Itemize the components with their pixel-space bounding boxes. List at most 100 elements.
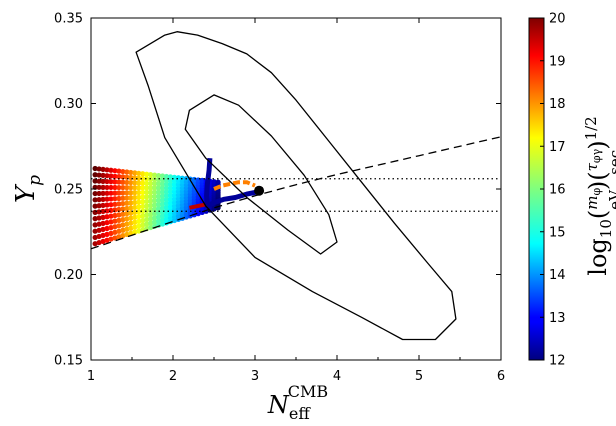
scatter-point xyxy=(116,234,122,240)
y-axis-title-main: Y xyxy=(11,183,41,203)
scatter-point xyxy=(159,185,166,191)
contour-outer xyxy=(135,31,457,341)
scatter-point xyxy=(112,173,118,179)
scatter-point xyxy=(140,194,146,200)
scatter-point xyxy=(144,185,150,191)
scatter-point xyxy=(128,169,134,176)
x-axis-ticks: 1 2 3 4 5 6 xyxy=(87,18,505,384)
scatter-point xyxy=(108,196,114,202)
x-axis-title-main: N xyxy=(267,391,290,419)
scatter-point xyxy=(92,228,98,234)
scatter-point xyxy=(136,223,142,229)
endpoint-marker xyxy=(254,185,265,196)
scatter-point xyxy=(152,206,158,212)
scatter-point xyxy=(163,181,170,187)
x-tick-label: 4 xyxy=(333,369,341,384)
scatter-point xyxy=(136,204,142,210)
scatter-point xyxy=(159,213,166,219)
colorbar-label-m-sub: φ xyxy=(590,188,603,196)
scatter-point xyxy=(136,194,142,200)
scatter-point xyxy=(152,210,158,217)
scatter-point xyxy=(152,185,158,191)
scatter-point xyxy=(159,193,166,199)
scatter-point xyxy=(152,202,158,208)
colorbar-label: log10(mφ eV)(τφγ sec)1/2 xyxy=(582,116,616,275)
scatter-point xyxy=(128,185,134,191)
scatter-point xyxy=(152,172,158,178)
scatter-point xyxy=(112,184,118,191)
colorbar-label-ev: eV xyxy=(606,189,616,210)
scatter-point xyxy=(159,181,166,187)
scatter-point xyxy=(144,226,150,232)
scatter-point xyxy=(112,212,118,219)
curves-layer xyxy=(91,31,501,341)
colorbar-tick-label: 20 xyxy=(549,12,566,27)
scatter-point xyxy=(144,171,150,177)
scatter-point xyxy=(128,205,134,211)
scatter-point xyxy=(148,189,154,195)
scatter-point xyxy=(159,173,166,179)
scatter-point xyxy=(171,203,178,209)
scatter-point xyxy=(116,179,122,185)
colorbar-tick-label: 18 xyxy=(549,97,566,112)
scatter-point xyxy=(159,189,166,195)
scatter-point xyxy=(108,219,114,225)
colorbar-label-tau: τ xyxy=(583,162,601,171)
scatter-point xyxy=(112,168,118,174)
scatter-point xyxy=(108,230,114,236)
scatter-point xyxy=(155,206,162,212)
colorbar-tick-label: 19 xyxy=(549,54,566,69)
svg-text:Yp: Yp xyxy=(11,175,45,203)
scatter-point xyxy=(144,212,150,218)
scatter-point xyxy=(132,219,138,225)
scatter-point xyxy=(124,195,130,201)
scatter-point xyxy=(132,229,138,235)
scatter-point xyxy=(171,192,178,198)
scatter-point xyxy=(136,189,142,196)
scatter-point xyxy=(124,169,130,175)
scatter-point xyxy=(92,197,98,203)
scatter-point xyxy=(155,218,162,224)
scatter-point xyxy=(116,173,122,180)
scatter-point xyxy=(136,170,142,176)
scatter-point xyxy=(104,202,110,208)
scatter-point xyxy=(100,226,106,232)
scatter-point xyxy=(96,166,102,172)
scatter-point xyxy=(112,224,118,230)
scatter-point xyxy=(171,181,178,188)
scatter-point xyxy=(116,228,122,234)
scatter-point xyxy=(120,190,126,196)
scatter-point xyxy=(152,198,158,204)
scatter-point xyxy=(104,214,110,220)
scatter-point xyxy=(112,196,118,202)
scatter-point xyxy=(100,220,106,226)
scatter-point xyxy=(128,190,134,196)
scatter-point xyxy=(171,210,178,216)
scatter-point xyxy=(171,185,178,191)
scatter-point xyxy=(155,214,162,220)
scatter-point xyxy=(148,198,154,204)
scatter-point xyxy=(155,189,162,195)
scatter-point xyxy=(144,189,150,195)
scatter-point xyxy=(167,211,174,217)
scatter-point xyxy=(211,179,217,185)
scatter-point xyxy=(124,190,130,196)
scatter-point xyxy=(108,167,114,173)
scatter-point xyxy=(96,203,102,209)
scatter-point xyxy=(167,215,174,221)
scatter-point xyxy=(171,189,178,195)
scatter-point xyxy=(112,229,118,235)
colorbar-label-base: 10 xyxy=(597,219,615,238)
scatter-point xyxy=(116,212,122,218)
scatter-point xyxy=(171,178,178,184)
scatter-point xyxy=(132,170,138,176)
scatter-point xyxy=(167,200,174,206)
scatter-point xyxy=(148,220,154,226)
scatter-point xyxy=(163,197,170,203)
scatter-point xyxy=(96,239,102,246)
scatter-point xyxy=(92,203,98,209)
scatter-point xyxy=(108,184,114,191)
scatter-point xyxy=(112,235,118,241)
scatter-point xyxy=(152,181,158,187)
scatter-point xyxy=(100,172,106,178)
